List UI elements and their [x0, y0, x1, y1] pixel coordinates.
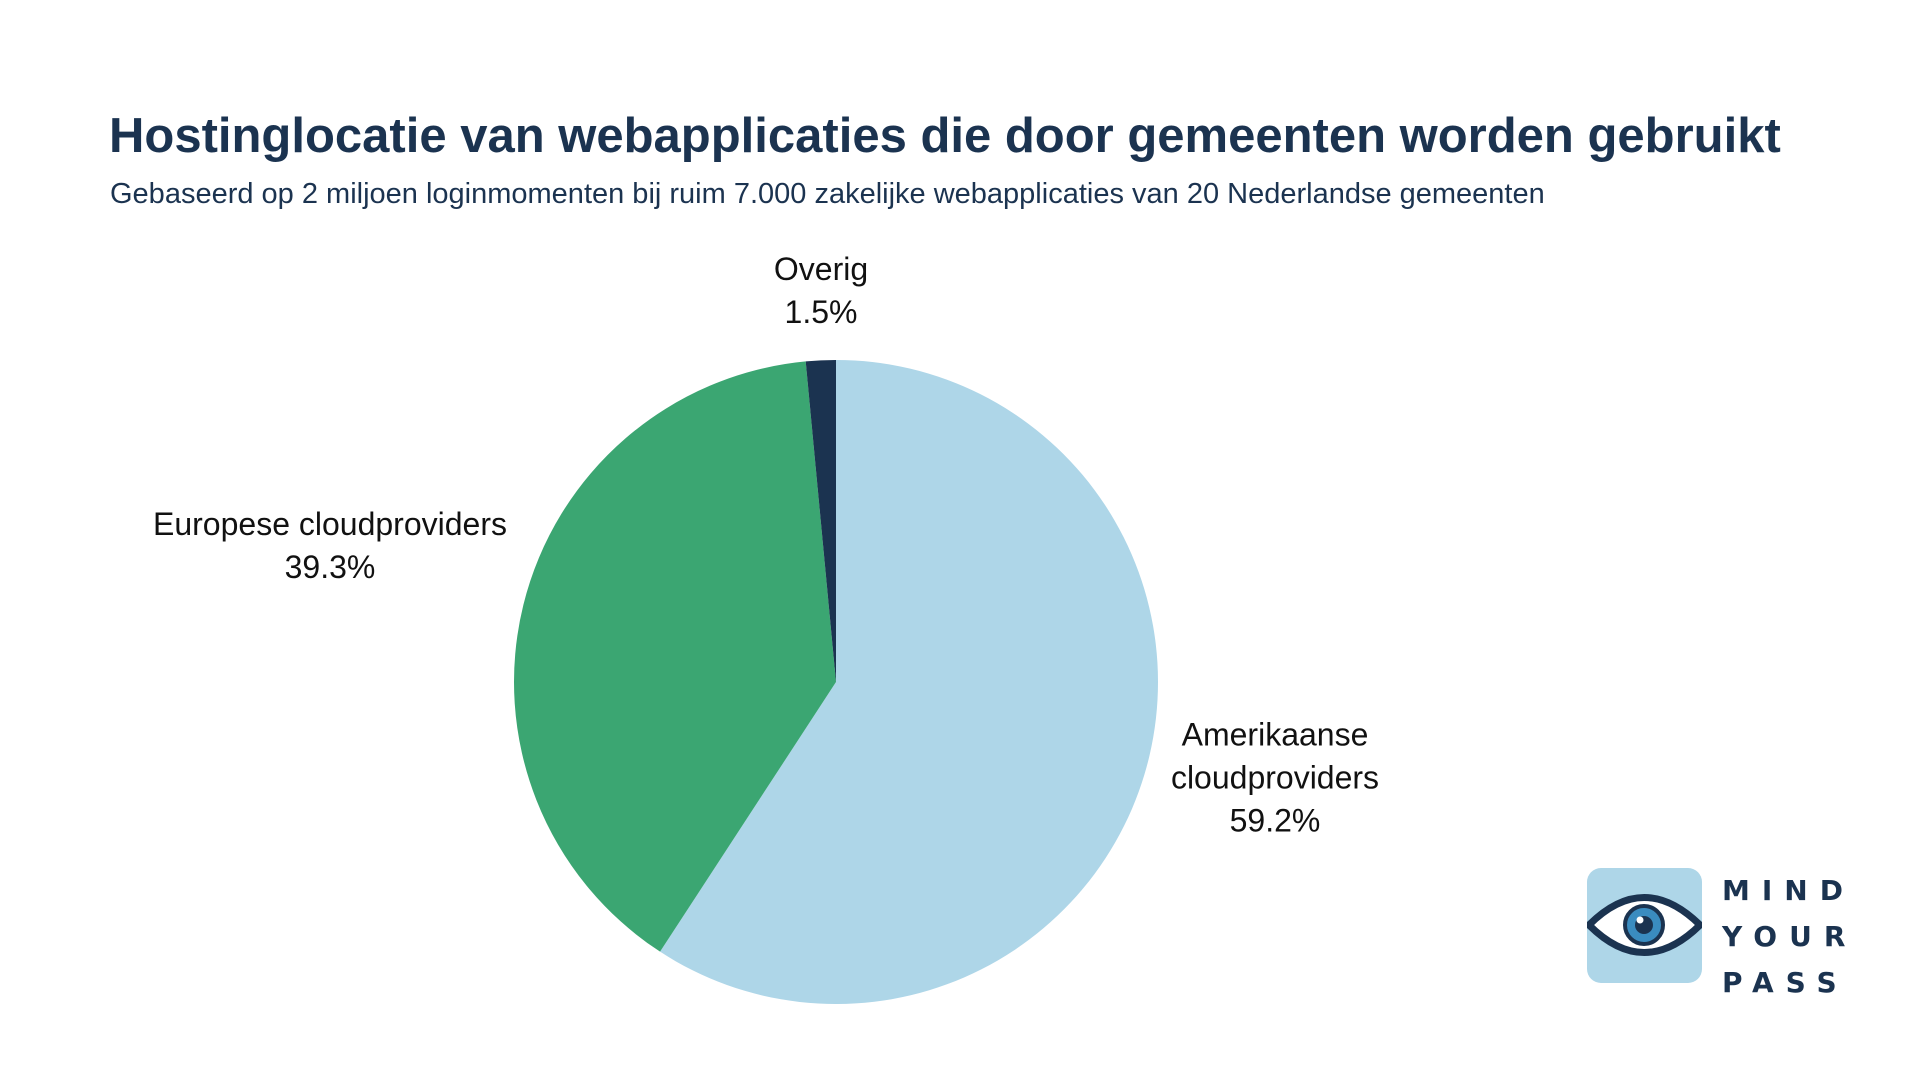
pie-slice-0 [660, 360, 1158, 1005]
logo-text: MIND YOUR PASS [1722, 868, 1847, 1006]
chart-subtitle: Gebaseerd op 2 miljoen loginmomenten bij… [110, 178, 1545, 210]
pie-slices [514, 360, 1158, 1005]
eye-icon [1587, 894, 1702, 956]
logo-line-pass: PASS [1722, 966, 1849, 999]
pie-slice-2 [805, 360, 836, 682]
slice-name-label-0-0: Amerikaanse [1182, 716, 1369, 752]
slice-value-label-1: 39.3% [285, 549, 376, 585]
chart-title: Hostinglocatie van webapplicaties die do… [109, 109, 1781, 163]
slice-name-label-2-0: Overig [774, 251, 868, 287]
pie-slice-1 [514, 361, 836, 952]
logo-line-mind: MIND [1722, 874, 1855, 907]
pie-labels: Amerikaanse cloudproviders 59.2% Europese c… [153, 251, 1379, 839]
logo-line-your: YOUR [1722, 920, 1858, 953]
mind-your-pass-logo: MIND YOUR PASS [1587, 868, 1847, 999]
slice-value-label-0: 59.2% [1230, 802, 1321, 838]
slice-name-label-1-0: Europese cloudproviders [153, 506, 507, 542]
logo-box [1587, 868, 1702, 983]
slice-value-label-2: 1.5% [785, 294, 858, 330]
slice-name-label-0-1: cloudproviders [1171, 759, 1379, 795]
